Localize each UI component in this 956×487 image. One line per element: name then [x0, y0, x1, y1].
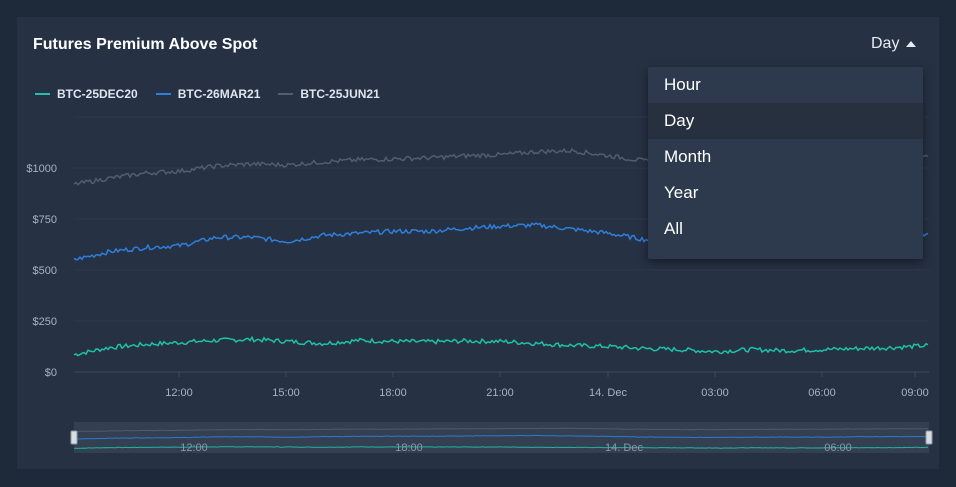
x-tick-label: 21:00	[486, 387, 514, 399]
navigator-tick-label: 06:00	[824, 442, 852, 454]
y-tick-label: $1000	[26, 163, 57, 175]
y-tick-label: $750	[33, 214, 57, 226]
x-tick-label: 06:00	[808, 387, 836, 399]
legend-swatch	[155, 93, 171, 95]
legend-label: BTC-25JUN21	[300, 87, 380, 101]
legend-label: BTC-25DEC20	[57, 87, 138, 101]
legend: BTC-25DEC20 BTC-26MAR21 BTC-25JUN21	[35, 87, 380, 101]
x-tick-label: 15:00	[272, 387, 300, 399]
navigator-tick-label: 12:00	[180, 442, 208, 454]
menu-item-month[interactable]: Month	[664, 147, 712, 166]
navigator-tick-label: 18:00	[395, 442, 423, 454]
x-tick-label: 09:00	[901, 387, 929, 399]
x-tick-label: 18:00	[379, 387, 407, 399]
navigator-tick-label: 14. Dec	[605, 442, 643, 454]
chart-plot: $0 $250 $500 $750 $1000 12:00 15:00 18:00 21:00 1…	[26, 116, 933, 454]
legend-item-btc-25jun21[interactable]: BTC-25JUN21	[278, 87, 380, 101]
period-dropdown-button[interactable]: Day	[871, 35, 917, 53]
legend-item-btc-26mar21[interactable]: BTC-26MAR21	[155, 87, 261, 101]
x-tick-label: 12:00	[165, 387, 193, 399]
period-menu: Hour Day Month Year All	[648, 67, 923, 259]
x-tick-label: 03:00	[701, 387, 729, 399]
y-tick-label: $500	[33, 265, 57, 277]
y-tick-label: $250	[33, 316, 57, 328]
navigator-right-handle[interactable]	[925, 430, 933, 445]
x-tick-label: 14. Dec	[589, 387, 627, 399]
menu-item-hour[interactable]: Hour	[664, 75, 701, 94]
menu-item-year[interactable]: Year	[664, 183, 699, 202]
series-line-btc-25dec20	[73, 335, 929, 357]
navigator-series-btc-25dec20	[73, 446, 929, 449]
navigator-series-btc-26mar21	[73, 434, 929, 440]
y-tick-label: $0	[45, 367, 57, 379]
chart-panel: Futures Premium Above Spot Day BTC-25DEC…	[17, 17, 939, 469]
period-label: Day	[871, 35, 900, 52]
caret-up-icon	[906, 41, 917, 47]
navigator-left-handle[interactable]	[70, 430, 78, 445]
chart-title: Futures Premium Above Spot	[33, 36, 258, 53]
menu-item-all[interactable]: All	[664, 219, 683, 238]
legend-item-btc-25dec20[interactable]: BTC-25DEC20	[35, 87, 138, 101]
navigator-series-btc-25jun21	[73, 427, 929, 433]
legend-swatch	[35, 93, 50, 95]
legend-swatch	[278, 93, 294, 95]
legend-label: BTC-26MAR21	[177, 87, 261, 101]
menu-item-day[interactable]: Day	[648, 103, 923, 139]
